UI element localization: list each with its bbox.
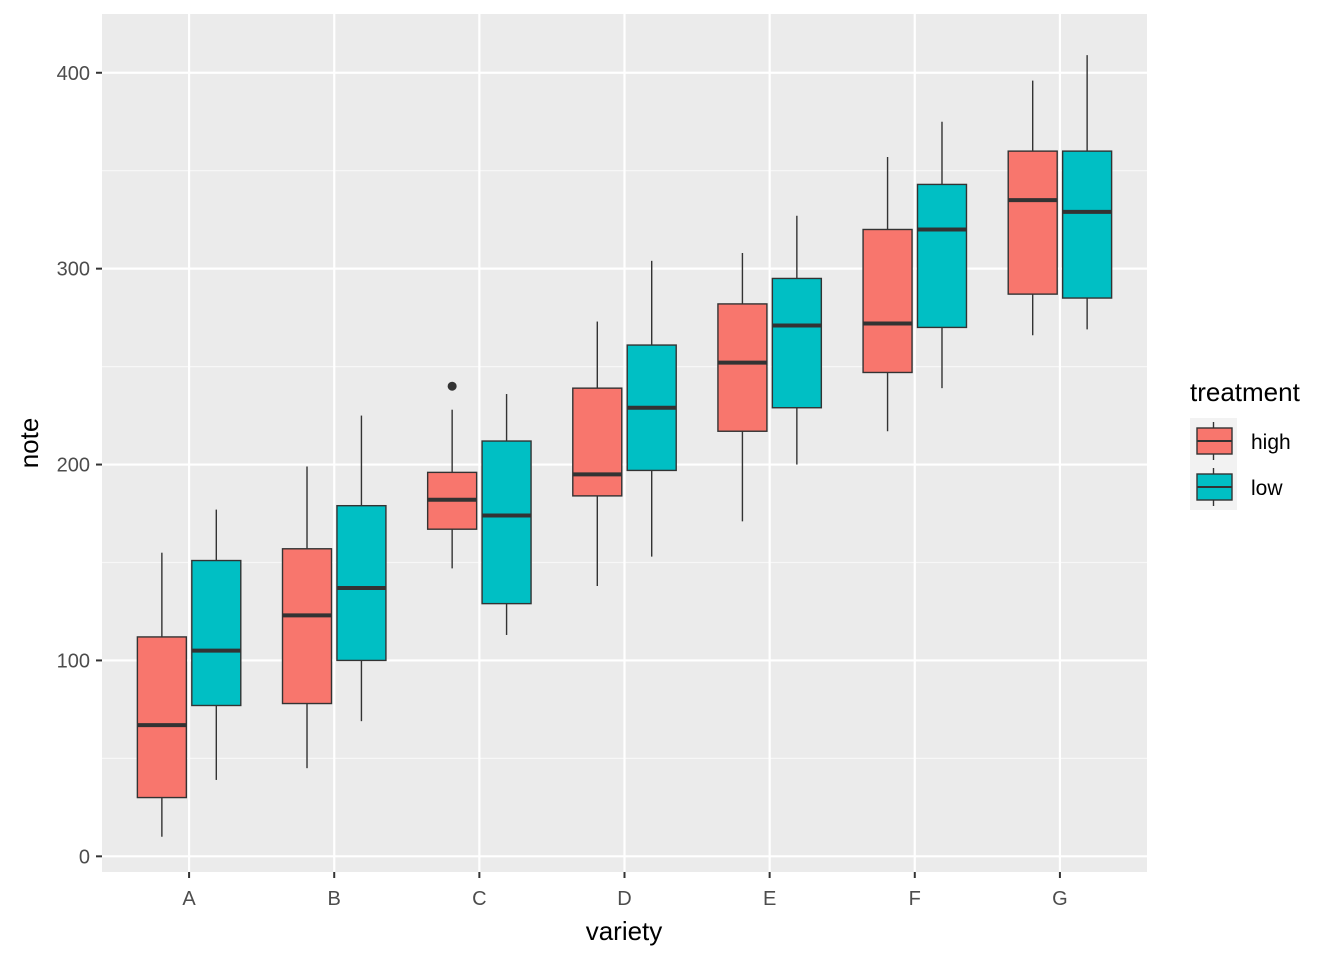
- box-iqr: [916, 183, 968, 329]
- box-high-B: [281, 466, 333, 769]
- box-low-G: [1061, 55, 1113, 330]
- box-low-B: [336, 415, 387, 722]
- legend-label: low: [1251, 477, 1283, 500]
- box-iqr: [717, 303, 768, 432]
- box-high-D: [572, 321, 623, 586]
- box-iqr: [572, 387, 623, 497]
- box-low-D: [626, 260, 677, 557]
- legend-item-high: high: [1196, 422, 1291, 460]
- y-tick-label: 300: [57, 259, 90, 281]
- y-tick-label: 0: [79, 846, 90, 868]
- box-iqr: [1007, 150, 1058, 295]
- x-tick-label: C: [472, 888, 486, 910]
- box-iqr: [481, 440, 532, 605]
- x-tick-label: D: [617, 888, 631, 910]
- y-axis: 0 100 200 300 400: [57, 63, 102, 868]
- box-high-C: [426, 381, 478, 569]
- box-high-A: [136, 552, 188, 837]
- box-iqr: [191, 559, 242, 707]
- box-iqr: [771, 277, 823, 409]
- y-tick-label: 100: [57, 650, 90, 672]
- grid-lines: [102, 14, 1147, 872]
- x-tick-label: F: [909, 888, 921, 910]
- x-axis: A B C D E F G: [182, 872, 1068, 910]
- box-outlier: [447, 381, 457, 391]
- legend-label: high: [1251, 431, 1291, 454]
- box-high-G: [1007, 80, 1058, 336]
- box-iqr: [862, 228, 913, 374]
- y-tick-label: 400: [57, 63, 90, 85]
- box-low-F: [916, 121, 968, 389]
- x-tick-label: E: [763, 888, 776, 910]
- y-axis-title: note: [14, 418, 44, 469]
- y-tick-label: 200: [57, 455, 90, 477]
- box-iqr: [136, 636, 188, 799]
- box-iqr: [336, 504, 387, 662]
- x-axis-title: variety: [586, 916, 663, 946]
- legend: treatment high low: [1190, 377, 1301, 510]
- box-low-E: [771, 215, 823, 465]
- legend-item-low: low: [1196, 468, 1283, 506]
- box-iqr: [1061, 150, 1113, 299]
- box-low-C: [481, 394, 532, 635]
- box-high-F: [862, 157, 913, 432]
- x-tick-label: G: [1052, 888, 1068, 910]
- box-high-E: [717, 252, 768, 522]
- x-tick-label: B: [328, 888, 341, 910]
- x-tick-label: A: [182, 888, 196, 910]
- box-low-A: [191, 509, 242, 780]
- legend-title: treatment: [1190, 377, 1301, 407]
- box-iqr: [281, 548, 333, 705]
- box-groups: [136, 55, 1113, 837]
